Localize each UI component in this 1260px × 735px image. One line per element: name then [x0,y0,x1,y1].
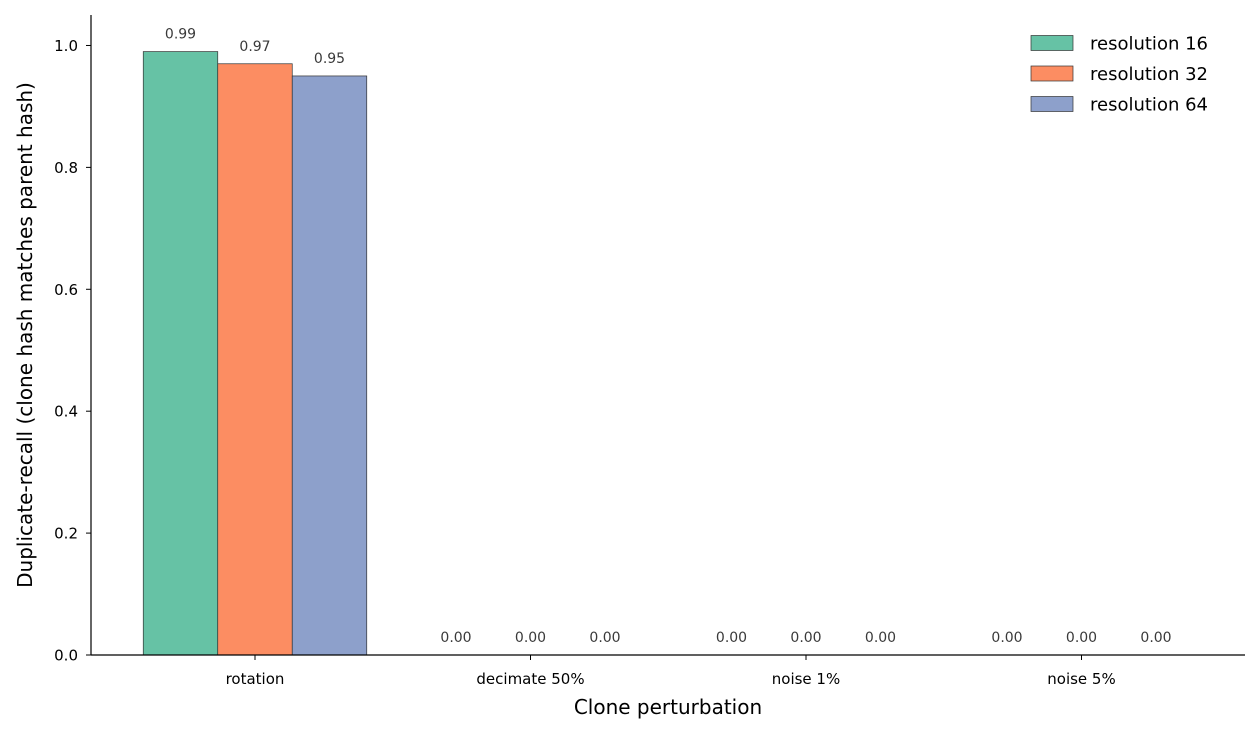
y-tick-label: 0.2 [54,525,78,543]
y-tick-label: 0.8 [54,159,78,177]
bar-value-label: 0.00 [440,630,471,646]
bar-value-label: 0.00 [790,630,821,646]
bar-value-label: 0.00 [1066,630,1097,646]
x-tick-label: decimate 50% [476,670,584,688]
bar-resolution-16-0 [142,51,219,656]
legend: resolution 16 resolution 32 resolution 64 [1030,34,1208,116]
bar-value-label: 0.00 [589,630,620,646]
bar-value-label: 0.97 [239,39,270,55]
legend-label: resolution 16 [1090,34,1208,55]
legend-swatch [1030,96,1074,112]
legend-label: resolution 64 [1090,95,1208,116]
axes [90,15,1245,656]
y-tick-label: 0.0 [54,647,78,665]
x-tick-label: rotation [226,670,285,688]
legend-swatch [1030,65,1074,82]
bar-value-label: 0.00 [1140,630,1171,646]
bar-value-label: 0.00 [716,630,747,646]
bar-value-label: 0.00 [865,630,896,646]
y-tick-label: 1.0 [54,37,78,55]
x-axis-label: Clone perturbation [574,695,762,719]
bar-value-label: 0.00 [991,630,1022,646]
y-tick-label: 0.4 [54,403,78,421]
bar-value-label: 0.00 [515,630,546,646]
bar-resolution-32-0 [217,63,293,656]
y-ticks: 0.0 0.2 0.4 0.6 0.8 1.0 [54,37,91,665]
x-tick-label: noise 5% [1047,670,1115,688]
legend-swatch [1030,35,1074,51]
x-ticks: rotation decimate 50% noise 1% noise 5% [226,655,1116,688]
data-labels-layer: 0.99 0.00 0.00 0.00 0.97 0.00 0.00 0.00 0.95 0.00… [165,27,1172,646]
x-tick-label: noise 1% [772,670,840,688]
bars-layer [142,51,368,656]
bar-value-label: 0.95 [314,51,345,67]
bar-resolution-64-0 [291,75,368,656]
y-tick-label: 0.6 [54,281,78,299]
legend-label: resolution 32 [1090,64,1208,85]
y-axis-label: Duplicate-recall (clone hash matches par… [13,82,37,588]
bar-value-label: 0.99 [165,27,196,43]
